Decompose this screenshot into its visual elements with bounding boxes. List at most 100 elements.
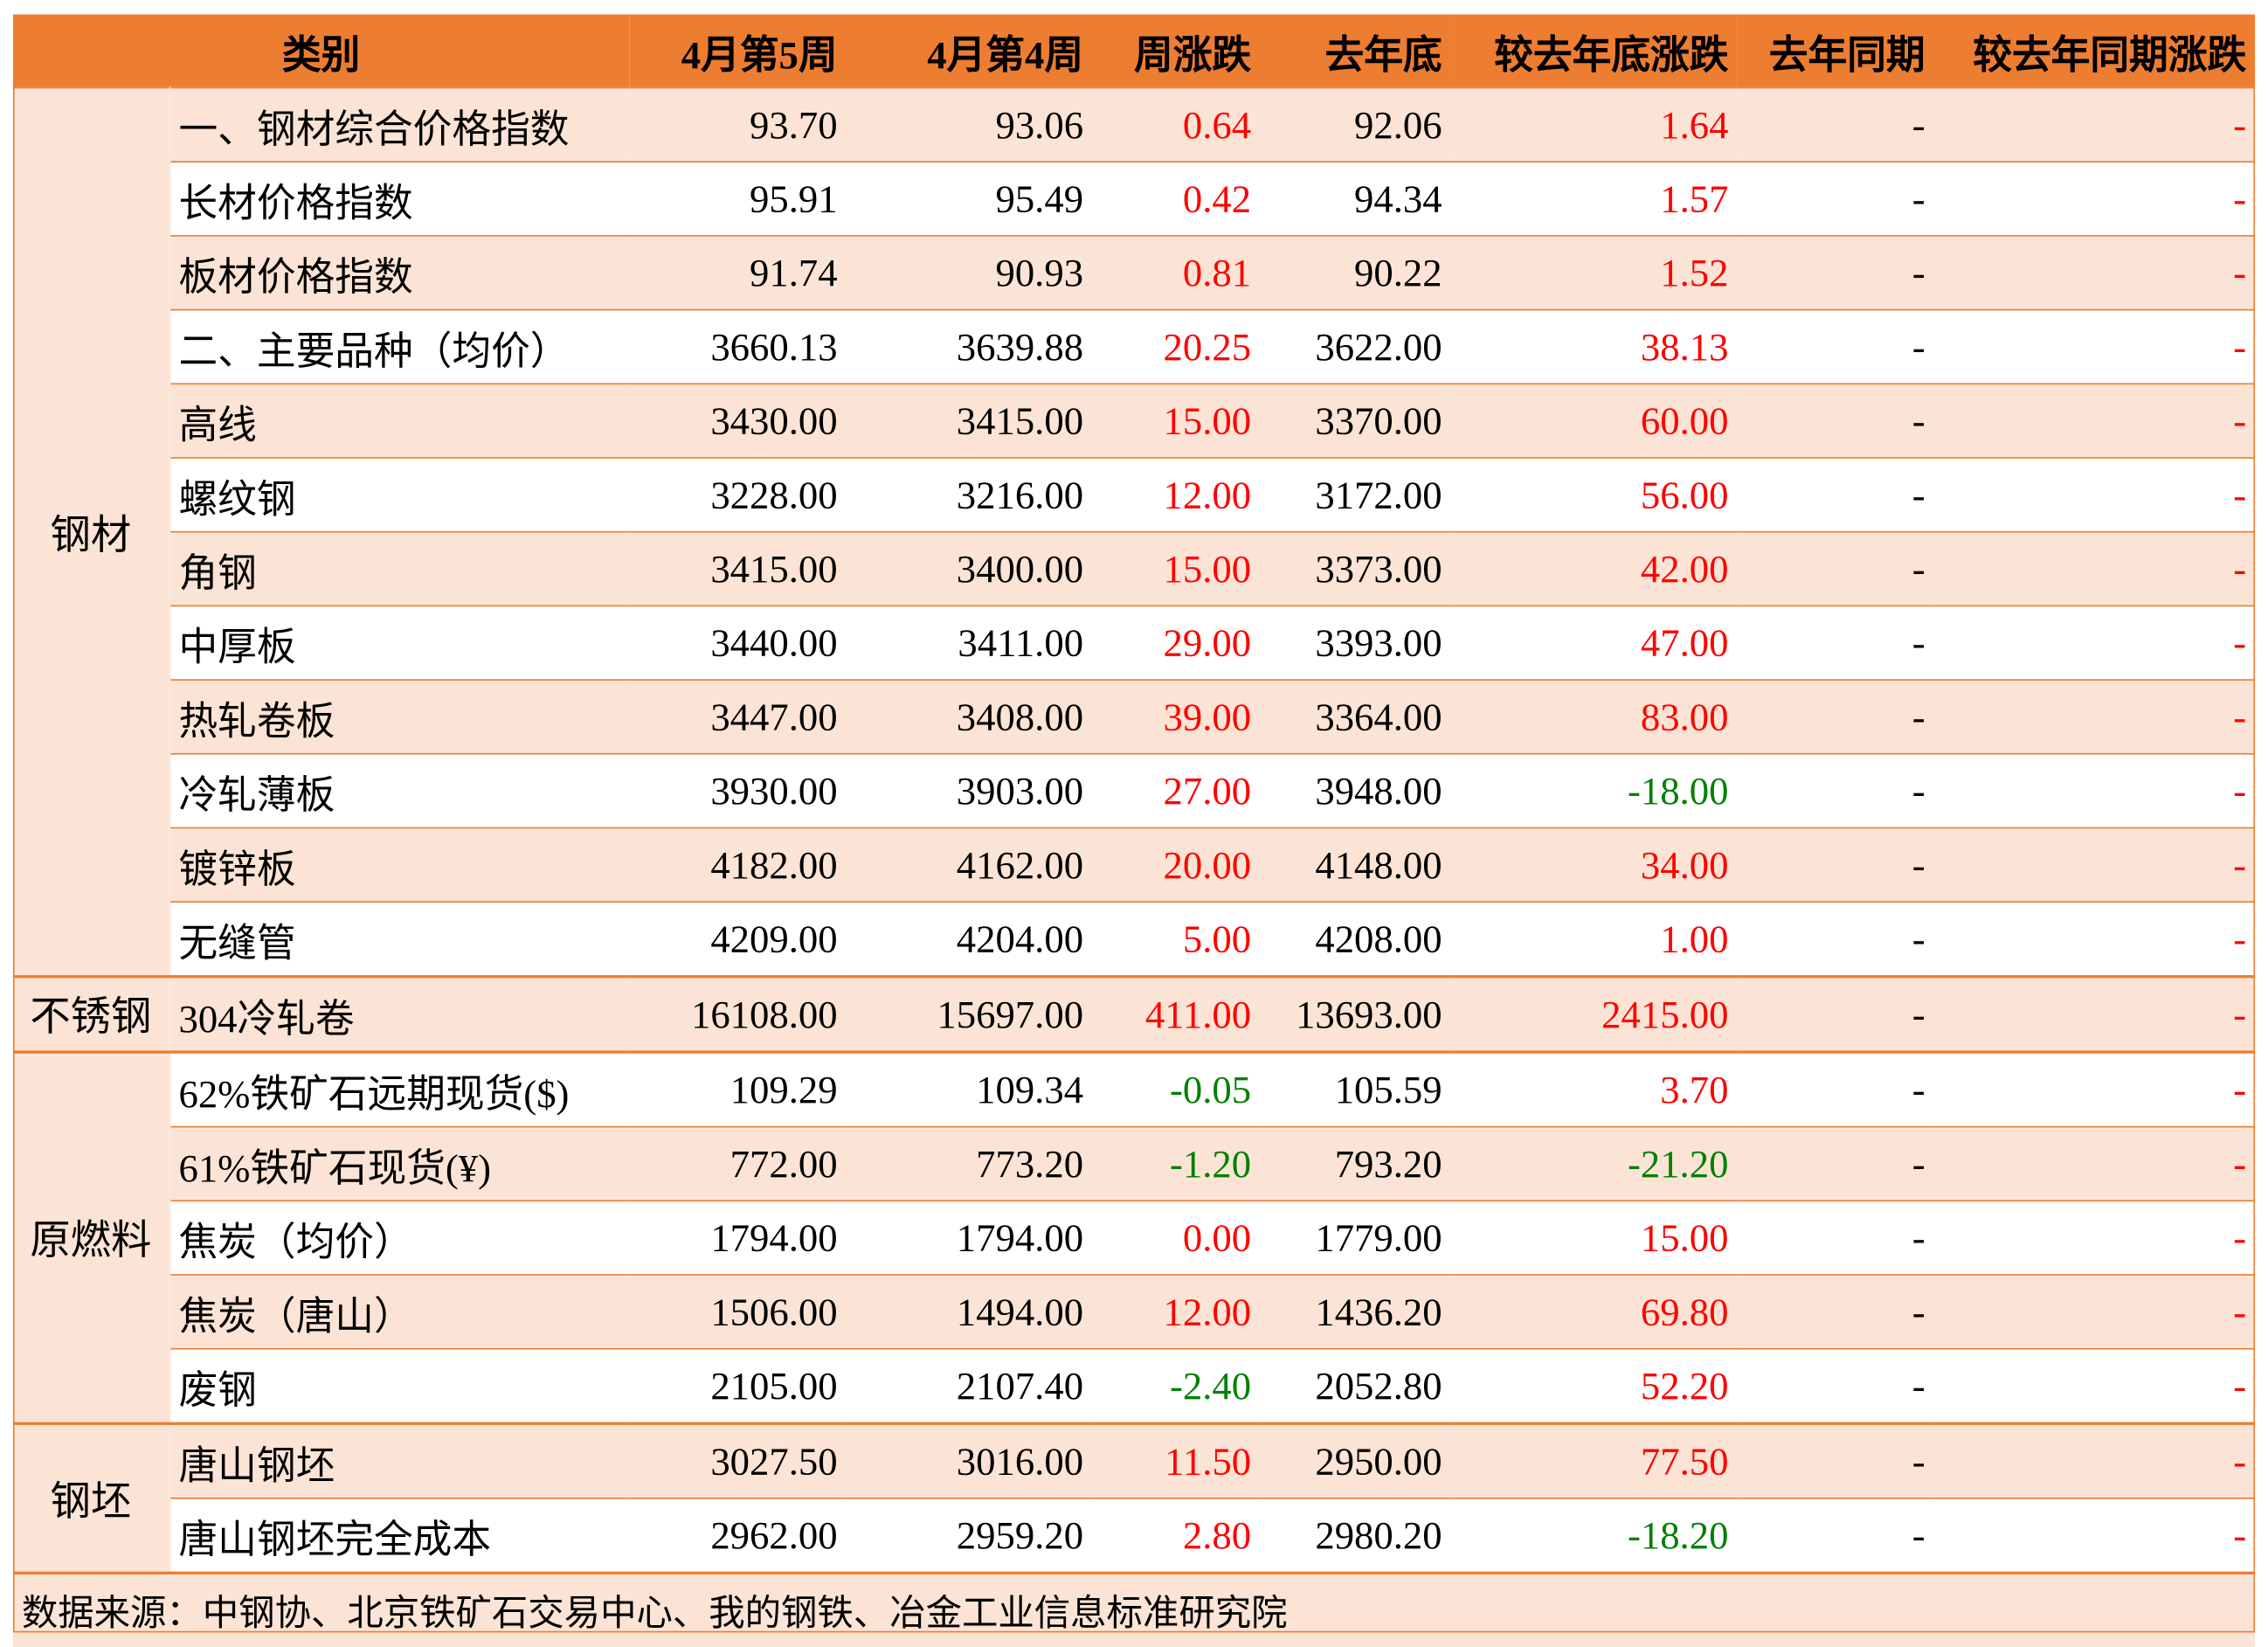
same-period-value: -	[1737, 753, 1934, 828]
vs-last-year-end-value: 15.00	[1450, 1201, 1738, 1276]
vs-last-year-end-value: 1.64	[1450, 87, 1738, 163]
header-vs-last-year-end: 较去年底涨跌	[1450, 14, 1738, 88]
week-change-value: -0.05	[1091, 1052, 1261, 1127]
week-change-value: 0.00	[1091, 1201, 1261, 1276]
last-year-end-value: 90.22	[1260, 235, 1451, 310]
same-period-value: -	[1737, 457, 1934, 532]
item-name: 唐山钢坯	[169, 1423, 630, 1498]
vs-last-year-end-value: 38.13	[1450, 309, 1738, 384]
week5-value: 93.70	[629, 87, 847, 163]
same-period-value: -	[1737, 87, 1934, 163]
item-name: 无缝管	[169, 902, 630, 977]
last-year-end-value: 3364.00	[1260, 680, 1451, 754]
vs-last-year-end-value: 1.57	[1450, 162, 1738, 236]
table-row: 长材价格指数 95.91 95.49 0.42 94.34 1.57- -	[12, 162, 2256, 236]
week4-value: 2959.20	[846, 1498, 1092, 1574]
week-change-value: -2.40	[1091, 1348, 1261, 1424]
week5-value: 91.74	[629, 235, 847, 310]
vs-same-period-value: -	[1933, 235, 2256, 310]
week5-value: 16108.00	[629, 976, 847, 1053]
price-table: 类别 4月第5周 4月第4周 周涨跌 去年底 较去年底涨跌 去年同期 较去年同期…	[12, 14, 2256, 1647]
vs-last-year-end-value: 83.00	[1450, 680, 1738, 754]
week4-value: 95.49	[846, 162, 1092, 236]
last-year-end-value: 3172.00	[1260, 457, 1451, 532]
item-name: 焦炭（唐山）	[169, 1275, 630, 1349]
vs-same-period-value: -	[1933, 309, 2256, 384]
week4-value: 93.06	[846, 87, 1092, 163]
vs-last-year-end-value: 34.00	[1450, 827, 1738, 903]
week-change-value: 20.25	[1091, 309, 1261, 384]
week4-value: 3639.88	[846, 309, 1092, 384]
week4-value: 15697.00	[846, 976, 1092, 1053]
week-change-value: -1.20	[1091, 1126, 1261, 1201]
vs-last-year-end-value: 47.00	[1450, 606, 1738, 681]
week5-value: 3440.00	[629, 606, 847, 681]
item-name: 62%铁矿石远期现货($)	[169, 1052, 630, 1127]
table-row: 板材价格指数 91.74 90.93 0.81 90.22 1.52- -	[12, 235, 2256, 310]
vs-last-year-end-value: 60.00	[1450, 384, 1738, 458]
table-row: 原燃料 62%铁矿石远期现货($) 109.29 109.34 -0.05 105.59 3…	[12, 1052, 2256, 1424]
vs-last-year-end-value: 52.20	[1450, 1348, 1738, 1424]
last-year-end-value: 3370.00	[1260, 384, 1451, 458]
table-row: 镀锌板 4182.00 4162.00 20.00 4148.00 34.00- -	[12, 827, 2256, 903]
category-label: 不锈钢	[12, 976, 170, 1053]
table-row: 废钢 2105.00 2107.40 -2.40 2052.80 52.20- -	[12, 1348, 2256, 1424]
week-change-value: 15.00	[1091, 531, 1261, 606]
item-name: 板材价格指数	[169, 235, 630, 310]
item-name: 冷轧薄板	[169, 753, 630, 828]
week4-value: 2107.40	[846, 1348, 1092, 1424]
last-year-end-value: 1436.20	[1260, 1275, 1451, 1349]
table-row: 钢材 一、钢材综合价格指数 93.70 93.06 0.64 92.06 1.64- -	[12, 87, 2256, 977]
vs-same-period-value: -	[1933, 87, 2256, 163]
week5-value: 3415.00	[629, 531, 847, 606]
same-period-value: -	[1737, 531, 1934, 606]
table-row: 焦炭（均价） 1794.00 1794.00 0.00 1779.00 15.00- -	[12, 1201, 2256, 1276]
last-year-end-value: 94.34	[1260, 162, 1451, 236]
week-change-value: 0.42	[1091, 162, 1261, 236]
vs-last-year-end-value: 69.80	[1450, 1275, 1738, 1349]
week-change-value: 12.00	[1091, 457, 1261, 532]
vs-same-period-value: -	[1933, 753, 2256, 828]
last-year-end-value: 2950.00	[1260, 1423, 1451, 1498]
same-period-value: -	[1737, 1348, 1934, 1424]
source-row: 数据来源：中钢协、北京铁矿石交易中心、我的钢铁、冶金工业信息标准研究院	[12, 1571, 2256, 1647]
week4-value: 109.34	[846, 1052, 1092, 1127]
table-row: 唐山钢坯完全成本 2962.00 2959.20 2.80 2980.20 -18.20-…	[12, 1498, 2256, 1574]
last-year-end-value: 4148.00	[1260, 827, 1451, 903]
header-week4: 4月第4周	[846, 14, 1092, 88]
last-year-end-value: 13693.00	[1260, 976, 1451, 1053]
last-year-end-value: 4208.00	[1260, 902, 1451, 977]
vs-same-period-value: -	[1933, 606, 2256, 681]
week-change-value: 11.50	[1091, 1423, 1261, 1498]
table-row: 螺纹钢 3228.00 3216.00 12.00 3172.00 56.00- -	[12, 457, 2256, 532]
same-period-value: -	[1737, 162, 1934, 236]
vs-same-period-value: -	[1933, 1052, 2256, 1127]
week-change-value: 29.00	[1091, 606, 1261, 681]
item-name: 唐山钢坯完全成本	[169, 1498, 630, 1574]
vs-last-year-end-value: 2415.00	[1450, 976, 1738, 1053]
vs-same-period-value: -	[1933, 384, 2256, 458]
vs-same-period-value: -	[1933, 1423, 2256, 1498]
vs-same-period-value: -	[1933, 1275, 2256, 1349]
same-period-value: -	[1737, 1201, 1934, 1276]
week-change-value: 411.00	[1091, 976, 1261, 1053]
vs-last-year-end-value: 1.52	[1450, 235, 1738, 310]
category-label: 原燃料	[12, 1052, 170, 1424]
vs-last-year-end-value: 42.00	[1450, 531, 1738, 606]
week5-value: 2962.00	[629, 1498, 847, 1574]
header-vs-same-period: 较去年同期涨跌	[1933, 14, 2256, 88]
last-year-end-value: 3622.00	[1260, 309, 1451, 384]
week4-value: 3411.00	[846, 606, 1092, 681]
week4-value: 1794.00	[846, 1201, 1092, 1276]
data-source-note: 数据来源：中钢协、北京铁矿石交易中心、我的钢铁、冶金工业信息标准研究院	[12, 1571, 2256, 1647]
vs-last-year-end-value: -21.20	[1450, 1126, 1738, 1201]
item-name: 角钢	[169, 531, 630, 606]
week5-value: 4182.00	[629, 827, 847, 903]
week5-value: 1506.00	[629, 1275, 847, 1349]
last-year-end-value: 3948.00	[1260, 753, 1451, 828]
table-row: 无缝管 4209.00 4204.00 5.00 4208.00 1.00- -	[12, 902, 2256, 977]
item-name: 螺纹钢	[169, 457, 630, 532]
item-name: 长材价格指数	[169, 162, 630, 236]
week5-value: 3430.00	[629, 384, 847, 458]
week4-value: 3400.00	[846, 531, 1092, 606]
